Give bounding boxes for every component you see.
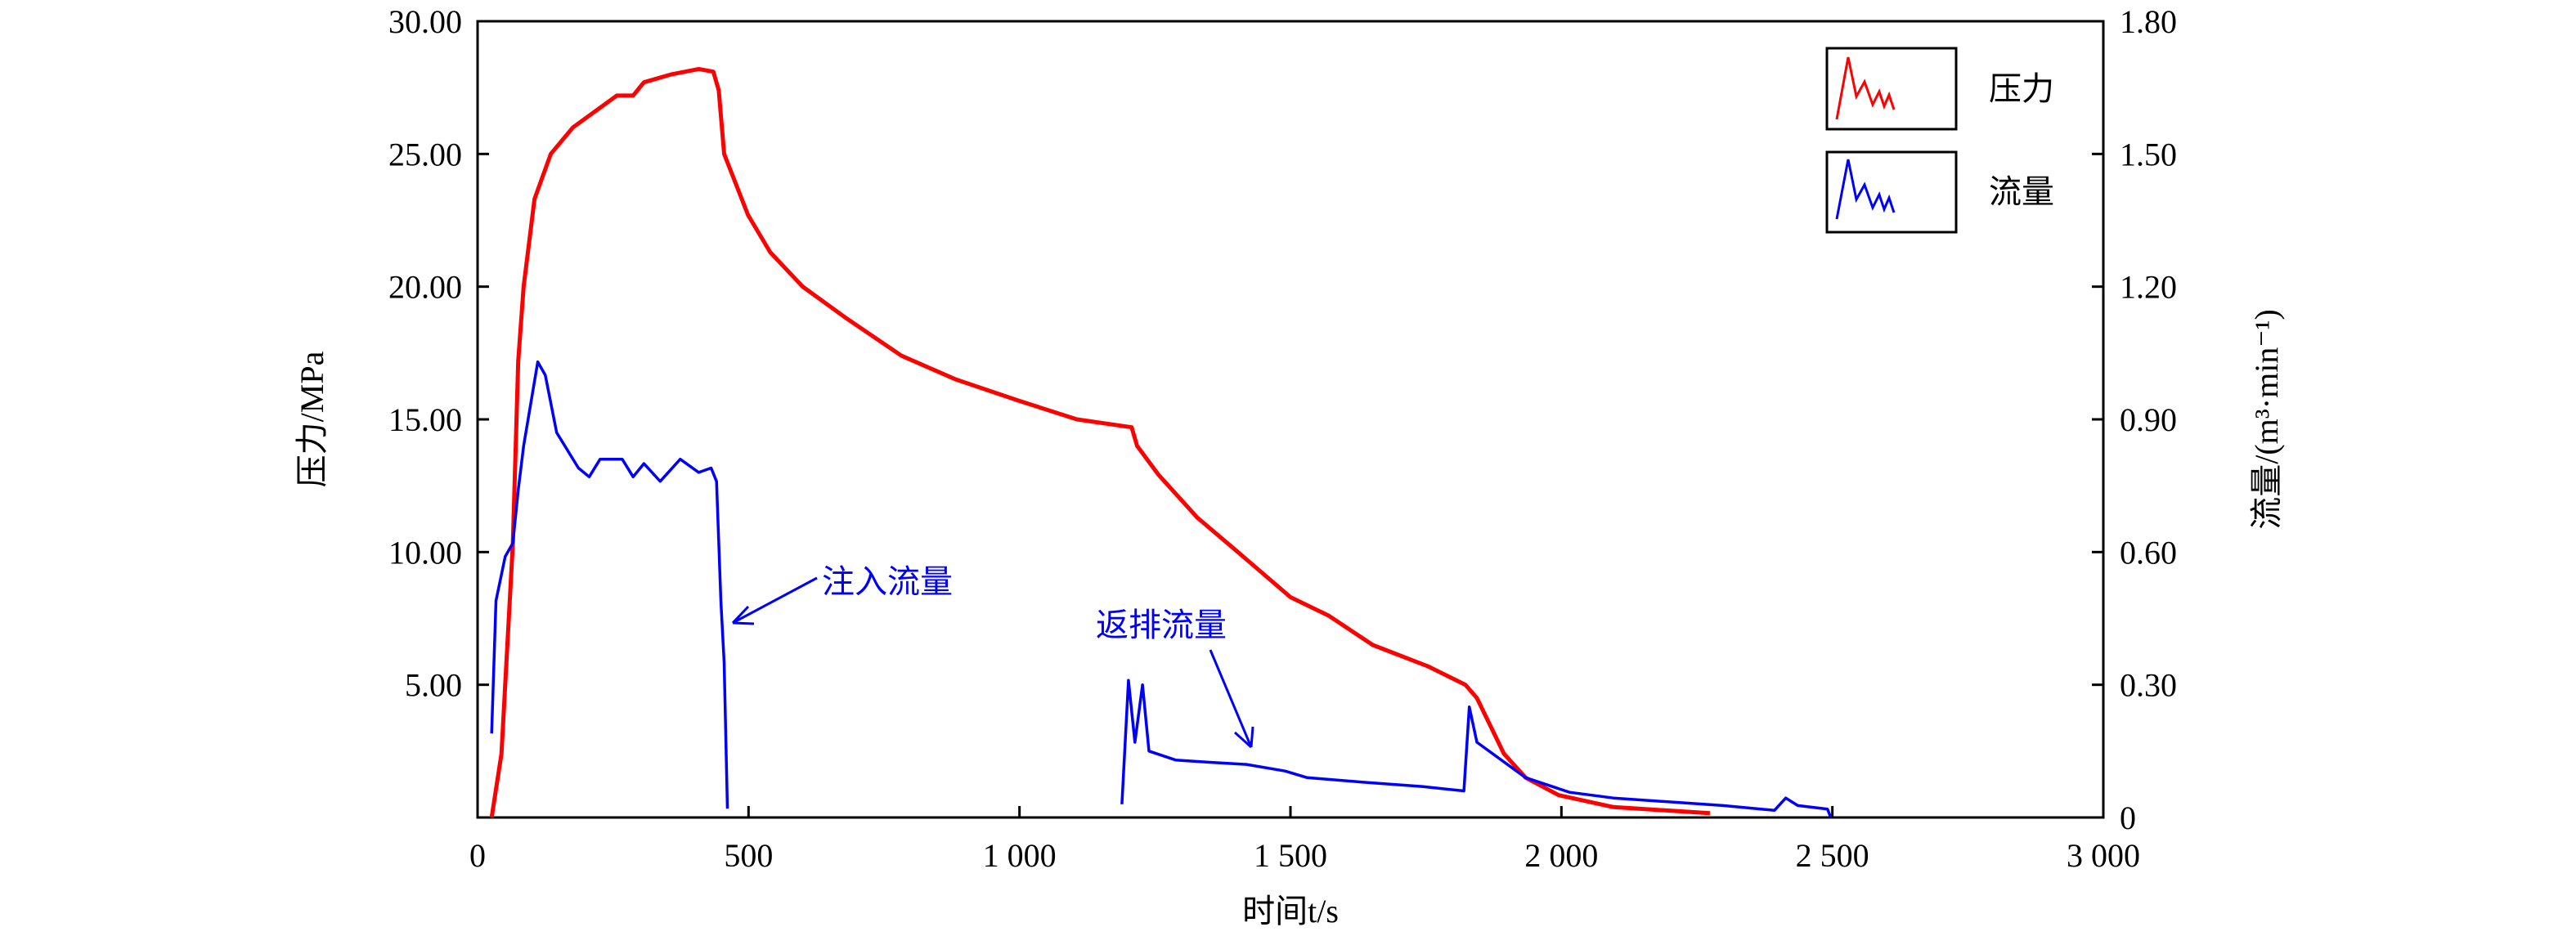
legend-label-pressure: 压力 — [1989, 70, 2054, 107]
y-tick-label: 20.00 — [388, 269, 462, 306]
legend-swatch-box-pressure — [1825, 47, 1958, 131]
series-flow-line — [490, 360, 729, 809]
y2-tick-label: 0.60 — [2120, 534, 2177, 571]
annotation-injection-flow: 注入流量 — [731, 563, 953, 625]
series-pressure-line — [489, 66, 1711, 818]
x-tick-label: 500 — [724, 837, 773, 874]
annotation-flowback-flow: 返排流量 — [1096, 607, 1254, 749]
y-tick-label: 5.00 — [405, 667, 462, 704]
y2-axis-label: 流量/(m³·min⁻¹) — [2248, 309, 2285, 530]
annotation-arrow — [1209, 649, 1254, 749]
y2-tick-label: 1.20 — [2120, 269, 2177, 306]
x-axis-label: 时间t/s — [1242, 893, 1339, 929]
y2-tick-label: 0.90 — [2120, 401, 2177, 438]
x-tick-label: 0 — [469, 837, 486, 874]
series-flow-line — [1120, 679, 1833, 818]
legend-label-flow: 流量 — [1989, 173, 2054, 210]
y-axis-label: 压力/MPa — [294, 351, 330, 487]
x-tick-label: 3 000 — [2067, 837, 2140, 874]
y2-tick-label: 0.30 — [2120, 667, 2177, 704]
x-tick-label: 2 500 — [1796, 837, 1869, 874]
y2-tick-label: 1.80 — [2120, 3, 2177, 40]
x-tick-label: 2 000 — [1524, 837, 1598, 874]
y2-tick-label: 0 — [2120, 799, 2136, 836]
y-tick-label: 25.00 — [388, 136, 462, 172]
legend: 压力 流量 — [1825, 47, 2054, 234]
axis-ticks: 0 500 1 000 1 500 2 000 2 500 3 000 5.00 10.00 15… — [388, 3, 2177, 874]
annotation-arrow — [731, 576, 818, 625]
x-tick-label: 1 500 — [1254, 837, 1327, 874]
x-tick-label: 1 000 — [983, 837, 1057, 874]
y2-tick-label: 1.50 — [2120, 136, 2177, 172]
y-tick-label: 15.00 — [388, 401, 462, 438]
y-tick-label: 30.00 — [388, 3, 462, 40]
y-tick-label: 10.00 — [388, 534, 462, 571]
series-lines — [489, 66, 1833, 818]
annotation-text: 返排流量 — [1096, 607, 1227, 643]
annotation-text: 注入流量 — [822, 563, 953, 600]
legend-swatch-pressure — [1835, 56, 1896, 120]
legend-swatch-flow — [1835, 159, 1896, 220]
